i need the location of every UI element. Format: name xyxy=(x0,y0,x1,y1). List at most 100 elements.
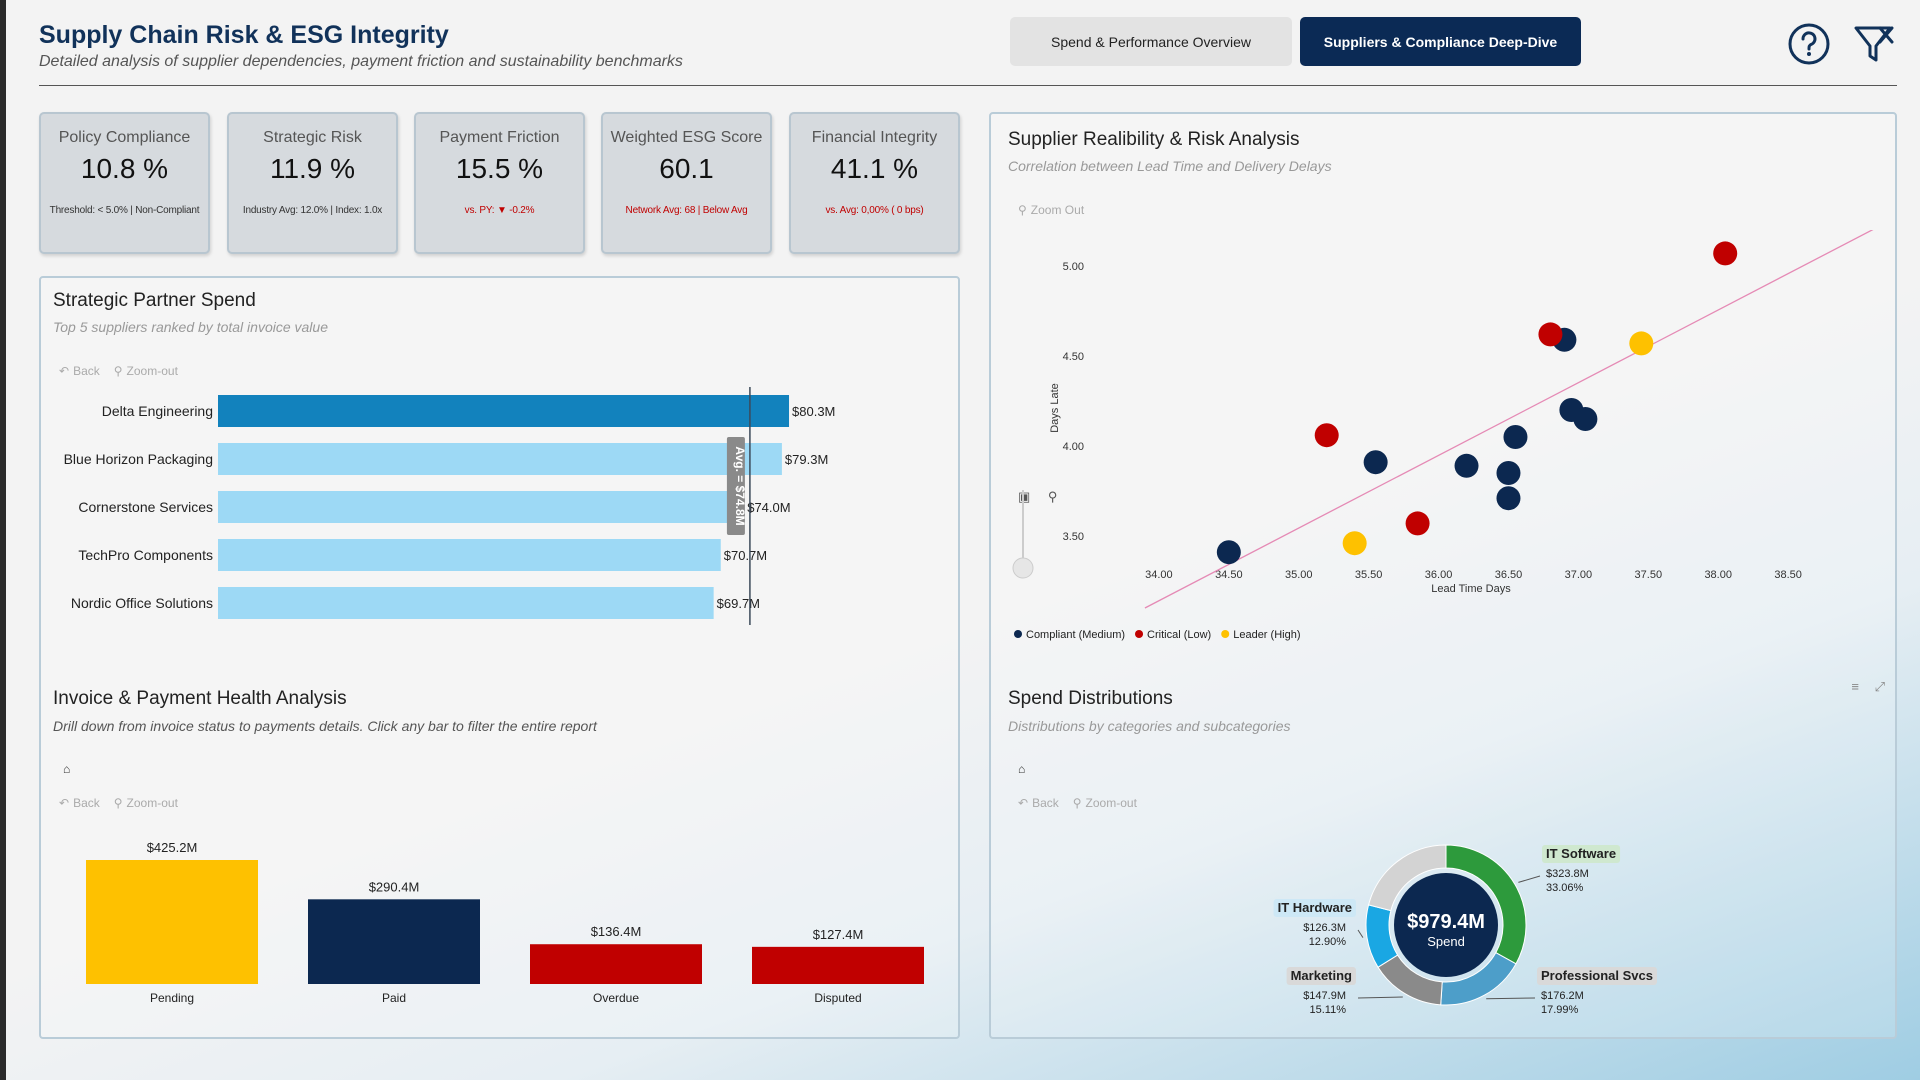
scatter-point[interactable] xyxy=(1713,241,1738,266)
focus-mode-icon[interactable]: ⤢ xyxy=(1874,679,1885,694)
bar-data-label: $425.2M xyxy=(147,840,198,855)
spend-dist-title: Spend Distributions xyxy=(1008,688,1173,709)
scatter-point[interactable] xyxy=(1454,453,1479,478)
x-tick-label: 38.00 xyxy=(1704,569,1732,581)
slice-percent-label: 33.06% xyxy=(1546,882,1584,894)
supplier-bar[interactable] xyxy=(218,395,790,427)
scatter-point[interactable] xyxy=(1573,407,1598,431)
scatter-point[interactable] xyxy=(1496,486,1521,511)
bar-category-label: Nordic Office Solutions xyxy=(71,595,213,611)
tab-suppliers-compliance-deep-dive[interactable]: Suppliers & Compliance Deep-Dive xyxy=(1300,17,1581,66)
donut-leader-line xyxy=(1357,996,1403,999)
slice-value-label: $176.2M xyxy=(1541,990,1584,1002)
back-arrow-icon: ↶ xyxy=(59,796,70,810)
donut-slice[interactable] xyxy=(1367,844,1447,912)
slice-label-badge xyxy=(1537,967,1657,985)
slice-percent-label: 12.90% xyxy=(1309,936,1347,948)
back-button[interactable]: ↶ Back xyxy=(59,364,100,378)
back-button[interactable]: ↶ Back xyxy=(1018,796,1059,810)
filter-icon[interactable]: ≡ xyxy=(1851,679,1859,694)
scatter-point[interactable] xyxy=(1314,423,1339,448)
supplier-bar[interactable] xyxy=(218,539,721,571)
bar-data-label: $69.7M xyxy=(717,596,760,611)
tab-spend-performance-overview[interactable]: Spend & Performance Overview xyxy=(1010,17,1292,66)
kpi-value: 41.1 % xyxy=(830,153,919,184)
y-tick-label: 5.00 xyxy=(1063,261,1084,273)
bar-data-label: $290.4M xyxy=(369,879,420,894)
scatter-point[interactable] xyxy=(1496,461,1521,485)
kpi-card-policy-compliance[interactable]: Policy Compliance 10.8 % Threshold: < 5.… xyxy=(39,112,210,254)
legend-marker xyxy=(1221,630,1230,638)
kpi-card-strategic-risk[interactable]: Strategic Risk 11.9 % Industry Avg: 12.0… xyxy=(227,112,398,254)
partner-spend-toolbar: ↶ Back ⚲ Zoom-out xyxy=(59,364,178,378)
invoice-health-chart: $425.2M Pending $290.4M Paid $136.4M Overdue $… xyxy=(86,840,924,1005)
pin-icon[interactable]: ⚲ xyxy=(1047,489,1058,504)
home-icon[interactable]: ⌂ xyxy=(63,762,71,776)
supplier-bar[interactable] xyxy=(218,491,745,523)
slice-category-label: Professional Svcs xyxy=(1541,968,1653,983)
kpi-card-payment-friction[interactable]: Payment Friction 15.5 % vs. PY: ▼ -0.2% xyxy=(414,112,585,254)
invoice-health-title: Invoice & Payment Health Analysis xyxy=(53,688,347,709)
clear-filter-icon[interactable] xyxy=(1852,22,1896,66)
scatter-point[interactable] xyxy=(1538,322,1563,347)
legend-label: Compliant (Medium) xyxy=(1026,629,1125,641)
donut-label-group: IT Software $323.8M 33.06% xyxy=(1542,845,1621,894)
kpi-title: Payment Friction xyxy=(439,129,560,146)
header-divider xyxy=(39,85,1897,86)
kpi-value: 10.8 % xyxy=(80,153,169,184)
zoom-out-icon: ⚲ xyxy=(113,364,123,378)
kpi-card-financial-integrity[interactable]: Financial Integrity 41.1 % vs. Avg: 0,00… xyxy=(789,112,960,254)
donut-leader-line xyxy=(1518,875,1541,883)
trend-line xyxy=(1144,230,1874,609)
help-icon[interactable] xyxy=(1787,22,1831,66)
screenshot-icon[interactable]: ▣ xyxy=(1018,489,1031,504)
scatter-point[interactable] xyxy=(1405,511,1430,536)
supplier-bar[interactable] xyxy=(218,587,714,619)
zoom-out-icon: ⚲ xyxy=(1072,796,1082,810)
x-axis-title: Lead Time Days xyxy=(1431,583,1511,595)
scatter-point[interactable] xyxy=(1342,531,1367,556)
kpi-title: Strategic Risk xyxy=(263,129,362,146)
legend-label: Leader (High) xyxy=(1233,629,1300,641)
donut-label-group: Marketing $147.9M 15.11% xyxy=(1286,967,1356,1016)
scatter-point[interactable] xyxy=(1363,450,1388,475)
x-tick-label: 36.50 xyxy=(1495,569,1523,581)
x-tick-label: 36.00 xyxy=(1425,569,1453,581)
x-tick-label: 35.00 xyxy=(1285,569,1313,581)
chart-tool-icons: ▣ ⚲ xyxy=(1018,489,1057,505)
zoom-out-button[interactable]: ⚲ Zoom-out xyxy=(113,796,178,810)
scatter-point[interactable] xyxy=(1216,540,1241,565)
kpi-value: 11.9 % xyxy=(269,153,356,184)
home-icon[interactable]: ⌂ xyxy=(1018,762,1026,776)
bar-category-label: Cornerstone Services xyxy=(78,499,213,515)
scatter-point[interactable] xyxy=(1503,425,1528,449)
zoom-slider-handle[interactable] xyxy=(1012,557,1034,579)
average-label: Avg. = $74.8M xyxy=(733,446,747,525)
spend-dist-toolbar: ↶ Back ⚲ Zoom-out xyxy=(1018,796,1137,810)
slice-label-badge xyxy=(1286,967,1356,985)
donut-slice[interactable] xyxy=(1365,904,1399,968)
zoom-out-button[interactable]: ⚲ Zoom Out xyxy=(1018,203,1085,217)
invoice-status-bar[interactable] xyxy=(530,944,702,984)
zoom-out-button[interactable]: ⚲ Zoom-out xyxy=(1072,796,1137,810)
invoice-status-bar[interactable] xyxy=(308,899,480,984)
invoice-status-bar[interactable] xyxy=(752,946,924,984)
kpi-card-weighted-esg-score[interactable]: Weighted ESG Score 60.1 Network Avg: 68 … xyxy=(601,112,772,254)
zoom-out-button[interactable]: ⚲ Zoom-out xyxy=(113,364,178,378)
y-axis-title: Days Late xyxy=(1049,383,1061,433)
invoice-status-bar[interactable] xyxy=(86,860,258,984)
invoice-health-toolbar: ↶ Back ⚲ Zoom-out xyxy=(59,796,178,810)
slice-label-badge xyxy=(1542,845,1621,863)
back-button[interactable]: ↶ Back xyxy=(59,796,100,810)
slice-category-label: IT Software xyxy=(1546,846,1616,861)
invoice-health-subtitle: Drill down from invoice status to paymen… xyxy=(53,718,597,734)
kpi-note: Threshold: < 5.0% | Non-Compliant xyxy=(49,205,200,216)
supplier-bar[interactable] xyxy=(218,443,782,475)
y-tick-label: 4.50 xyxy=(1063,351,1084,363)
kpi-value: 60.1 xyxy=(659,153,714,184)
scatter-point[interactable] xyxy=(1629,331,1654,356)
donut-center-value: $979.4M xyxy=(1407,911,1485,933)
partner-spend-chart: Delta Engineering $80.3M Blue Horizon Pack… xyxy=(64,387,835,625)
average-label-group: Avg. = $74.8M xyxy=(726,437,747,535)
bar-category-label: Delta Engineering xyxy=(102,403,213,419)
